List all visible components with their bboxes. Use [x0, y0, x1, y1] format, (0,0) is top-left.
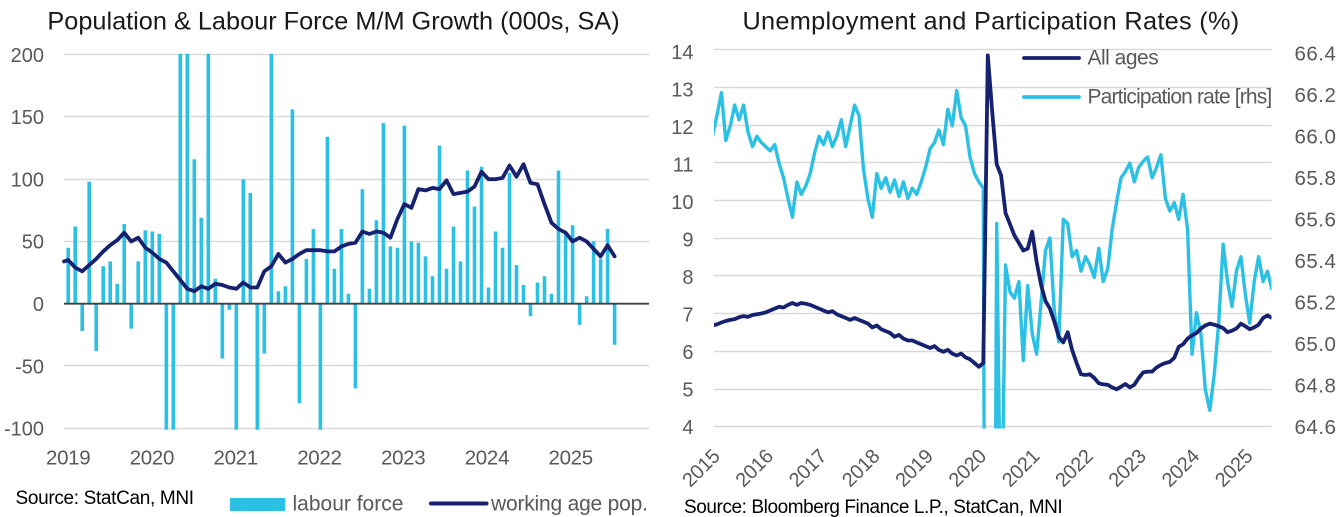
- svg-text:66.4: 66.4: [1295, 43, 1336, 66]
- svg-text:65.8: 65.8: [1295, 167, 1336, 190]
- svg-text:Population & Labour Force M/M: Population & Labour Force M/M Growth (00…: [47, 7, 619, 35]
- svg-text:2018: 2018: [838, 445, 884, 491]
- svg-text:10: 10: [671, 192, 693, 214]
- svg-text:6: 6: [682, 342, 693, 364]
- svg-text:2022: 2022: [1051, 445, 1097, 491]
- svg-text:65.0: 65.0: [1295, 333, 1336, 356]
- svg-text:64.6: 64.6: [1295, 416, 1336, 439]
- svg-text:Source: StatCan, MNI: Source: StatCan, MNI: [16, 488, 194, 509]
- svg-text:-50: -50: [15, 356, 44, 378]
- svg-text:2016: 2016: [732, 445, 778, 491]
- svg-text:11: 11: [673, 155, 694, 177]
- svg-text:2019: 2019: [46, 447, 90, 470]
- svg-text:2022: 2022: [297, 447, 341, 470]
- svg-text:14: 14: [671, 42, 693, 64]
- svg-text:Source: Bloomberg Finance L.P.: Source: Bloomberg Finance L.P., StatCan,…: [684, 497, 1062, 517]
- svg-text:2023: 2023: [1105, 445, 1151, 491]
- svg-text:50: 50: [22, 232, 44, 254]
- svg-text:2020: 2020: [130, 447, 174, 470]
- svg-text:2015: 2015: [678, 445, 724, 491]
- svg-text:2024: 2024: [1158, 445, 1204, 491]
- svg-text:150: 150: [11, 107, 44, 129]
- svg-text:13: 13: [671, 79, 693, 101]
- svg-text:-100: -100: [4, 419, 44, 441]
- svg-text:2021: 2021: [998, 445, 1044, 491]
- svg-text:working age pop.: working age pop.: [490, 493, 648, 516]
- svg-text:labour force: labour force: [293, 493, 404, 516]
- svg-text:8: 8: [682, 267, 693, 289]
- svg-text:65.2: 65.2: [1295, 292, 1336, 315]
- svg-text:65.4: 65.4: [1295, 250, 1336, 273]
- svg-text:2025: 2025: [1211, 445, 1257, 491]
- svg-text:Participation rate [rhs]: Participation rate [rhs]: [1088, 86, 1272, 109]
- svg-text:0: 0: [33, 294, 44, 316]
- svg-text:2021: 2021: [213, 447, 257, 470]
- svg-text:All ages: All ages: [1088, 47, 1159, 70]
- svg-text:200: 200: [11, 45, 44, 67]
- svg-text:2019: 2019: [891, 445, 937, 491]
- svg-text:5: 5: [682, 380, 693, 402]
- svg-text:7: 7: [682, 305, 693, 327]
- svg-text:64.8: 64.8: [1295, 375, 1336, 398]
- svg-text:2017: 2017: [785, 445, 831, 491]
- svg-text:4: 4: [682, 417, 693, 439]
- svg-text:Unemployment and Participation: Unemployment and Participation Rates (%): [742, 7, 1239, 35]
- svg-text:65.6: 65.6: [1295, 209, 1336, 232]
- svg-text:66.0: 66.0: [1295, 126, 1336, 149]
- svg-text:12: 12: [671, 117, 693, 139]
- svg-text:100: 100: [11, 170, 44, 192]
- svg-text:2025: 2025: [548, 447, 592, 470]
- svg-text:9: 9: [682, 230, 693, 252]
- svg-text:66.2: 66.2: [1295, 84, 1336, 107]
- svg-text:2023: 2023: [381, 447, 425, 470]
- svg-text:2024: 2024: [465, 447, 509, 470]
- svg-text:2020: 2020: [945, 445, 991, 491]
